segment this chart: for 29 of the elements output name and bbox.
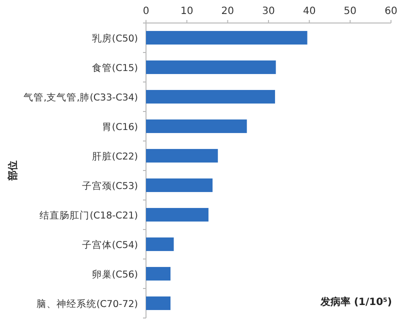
- bar: [146, 60, 276, 74]
- y-tick-label: 子宫颈(C53): [82, 180, 138, 192]
- x-tick-label: 30: [262, 6, 275, 17]
- x-tick-label: 0: [142, 6, 150, 17]
- y-tick-label: 食管(C15): [92, 62, 138, 74]
- y-tick-label: 胃(C16): [102, 122, 138, 133]
- bar: [146, 296, 170, 310]
- y-tick-label: 子宫体(C54): [82, 238, 138, 251]
- bar: [146, 208, 208, 222]
- bar: [146, 148, 218, 163]
- x-tick-label: 20: [221, 6, 234, 17]
- y-tick-label: 卵巢(C56): [92, 268, 138, 280]
- y-tick-label: 气管,支气管,肺(C33-C34): [24, 91, 138, 104]
- bar: [146, 119, 247, 134]
- bar: [146, 266, 170, 281]
- y-tick-label: 结直肠肛门(C18-C21): [40, 209, 138, 222]
- x-tick-label: 60: [384, 6, 398, 17]
- x-tick-label: 50: [344, 6, 357, 17]
- x-tick-label: 40: [302, 6, 316, 17]
- bar: [146, 237, 174, 252]
- x-tick-label: 10: [180, 6, 194, 17]
- y-tick-label: 肝脏(C22): [92, 150, 138, 162]
- y-tick-label: 脑、神经系统(C70-72): [36, 298, 138, 310]
- bar: [146, 90, 276, 104]
- y-axis-title: 部位: [7, 160, 19, 182]
- x-axis-title: 发病率 (1/10⁵): [319, 296, 392, 308]
- y-tick-label: 乳房(C50): [92, 32, 138, 44]
- bar: [146, 178, 213, 192]
- bar: [146, 30, 308, 45]
